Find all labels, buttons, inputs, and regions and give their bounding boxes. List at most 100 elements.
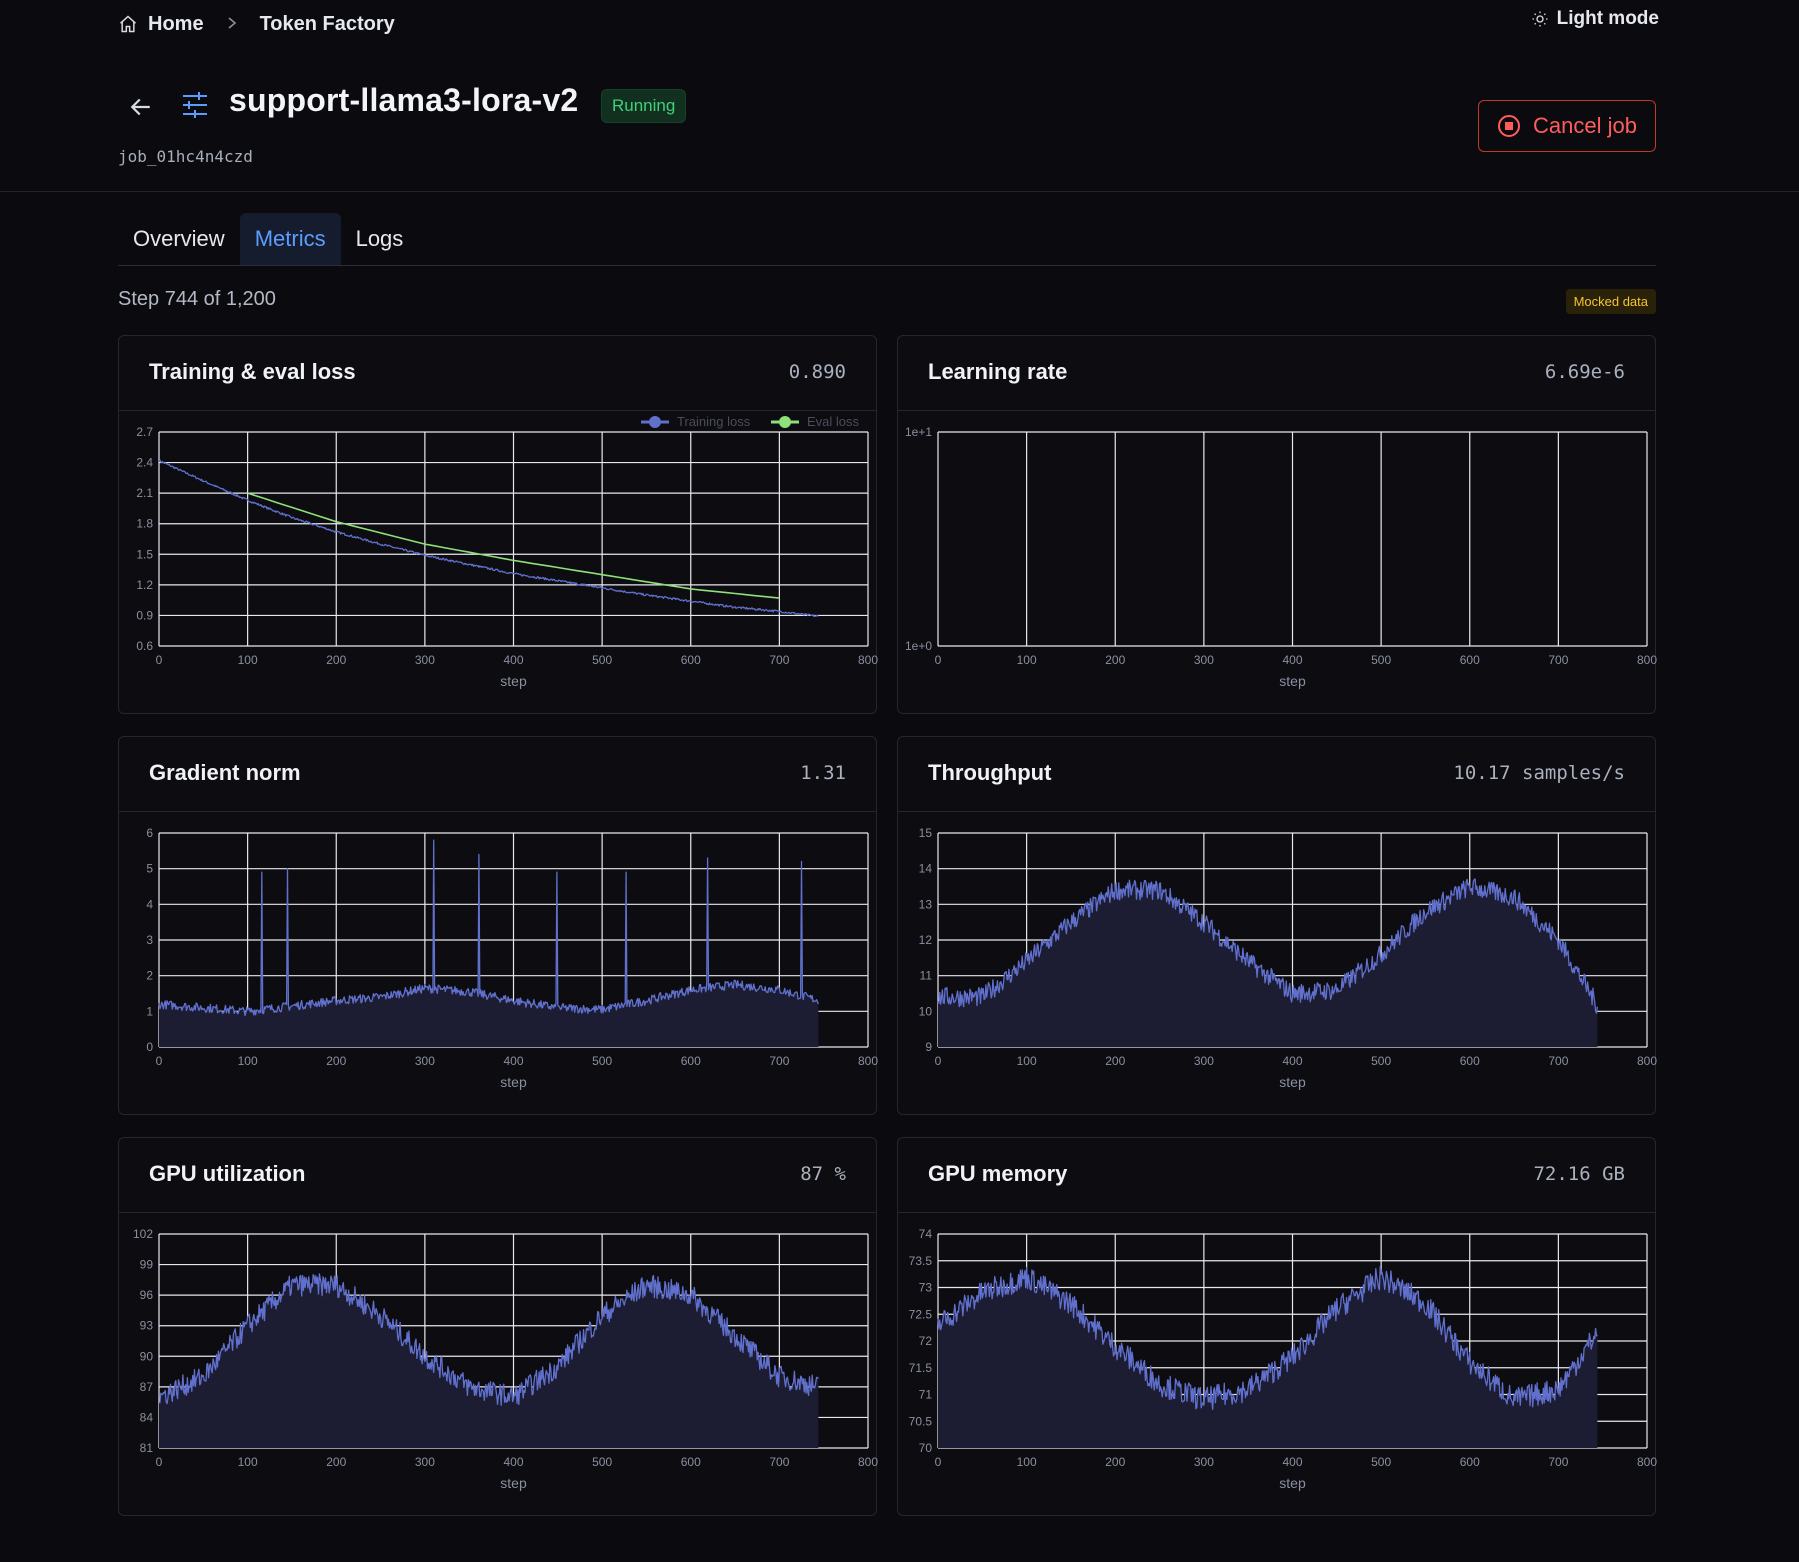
y-tick-label: 70 bbox=[919, 1441, 933, 1455]
x-tick-label: 200 bbox=[326, 1455, 346, 1469]
y-tick-label: 3 bbox=[146, 933, 153, 947]
x-tick-label: 800 bbox=[858, 1455, 878, 1469]
x-tick-label: 0 bbox=[935, 1455, 942, 1469]
x-tick-label: 600 bbox=[681, 1455, 701, 1469]
x-tick-label: 700 bbox=[1548, 1455, 1568, 1469]
y-tick-label: 70.5 bbox=[909, 1414, 933, 1428]
card-header: GPU memory 72.16 GB bbox=[898, 1138, 1655, 1213]
tab-overview[interactable]: Overview bbox=[133, 226, 225, 251]
card-value: 6.69e-6 bbox=[1544, 361, 1625, 383]
x-tick-label: 600 bbox=[1460, 653, 1480, 667]
x-tick-label: 400 bbox=[1282, 653, 1302, 667]
y-tick-label: 87 bbox=[140, 1380, 154, 1394]
y-tick-label: 73.5 bbox=[909, 1254, 933, 1268]
y-tick-label: 2 bbox=[146, 969, 153, 983]
x-tick-label: 700 bbox=[1548, 1054, 1568, 1068]
cancel-job-label: Cancel job bbox=[1533, 113, 1637, 138]
chart-card-gradient-norm: Gradient norm 1.31 0 100 200 300 400 500 600 70… bbox=[118, 736, 878, 1115]
legend-swatch-dot bbox=[649, 416, 661, 428]
x-tick-label: 700 bbox=[769, 1455, 789, 1469]
y-tick-label: 2.4 bbox=[136, 456, 153, 470]
card-value: 1.31 bbox=[800, 762, 846, 784]
theme-toggle-button[interactable]: Light mode bbox=[1531, 8, 1659, 30]
chart-card-throughput: Throughput 10.17 samples/s 0 100 200 300 400… bbox=[897, 736, 1657, 1115]
series-line bbox=[158, 839, 819, 1017]
legend-label: Eval loss bbox=[807, 414, 860, 429]
x-tick-label: 300 bbox=[1194, 1455, 1214, 1469]
series-line bbox=[158, 459, 819, 618]
y-tick-label: 5 bbox=[146, 862, 153, 876]
page-title: support-llama3-lora-v2 bbox=[229, 82, 579, 118]
x-tick-label: 500 bbox=[1371, 1054, 1391, 1068]
series-line bbox=[937, 1265, 1598, 1411]
breadcrumb-home[interactable]: Home bbox=[148, 12, 204, 35]
y-tick-label: 12 bbox=[919, 933, 933, 947]
x-tick-label: 800 bbox=[1637, 1054, 1657, 1068]
arrow-left-icon[interactable] bbox=[126, 92, 156, 122]
x-tick-label: 400 bbox=[1282, 1054, 1302, 1068]
job-id: job_01hc4n4czd bbox=[118, 147, 253, 166]
home-icon[interactable] bbox=[118, 14, 138, 34]
x-tick-label: 200 bbox=[1105, 1455, 1125, 1469]
y-tick-label: 13 bbox=[919, 897, 933, 911]
x-tick-label: 0 bbox=[156, 1054, 163, 1068]
card-title: GPU memory bbox=[928, 1161, 1068, 1186]
cancel-job-button[interactable]: Cancel job bbox=[1478, 100, 1656, 152]
y-tick-label: 81 bbox=[140, 1441, 154, 1455]
job-header: support-llama3-lora-v2 Running job_01hc4… bbox=[118, 82, 1656, 192]
x-axis-label: step bbox=[500, 673, 527, 689]
x-tick-label: 100 bbox=[238, 653, 258, 667]
x-tick-label: 800 bbox=[1637, 653, 1657, 667]
y-tick-label: 11 bbox=[920, 969, 933, 983]
y-tick-label: 96 bbox=[140, 1288, 154, 1302]
x-tick-label: 600 bbox=[1460, 1455, 1480, 1469]
x-tick-label: 100 bbox=[1017, 653, 1037, 667]
card-header: Gradient norm 1.31 bbox=[119, 737, 876, 812]
sliders-icon bbox=[180, 90, 210, 120]
x-tick-label: 800 bbox=[1637, 1455, 1657, 1469]
plot-area: 0 100 200 300 400 500 600 700 800 1e+0 1e+1 step bbox=[905, 425, 1657, 689]
plot-area: 0 100 200 300 400 500 600 700 800 0.6 0.9 1.2 1.5 1.8… bbox=[136, 425, 878, 689]
card-value: 72.16 GB bbox=[1533, 1163, 1625, 1185]
x-tick-label: 700 bbox=[769, 653, 789, 667]
gpu-memory-chart: 0 100 200 300 400 500 600 700 800 70 70.5 71 71.5 72 7… bbox=[909, 1227, 1657, 1491]
y-tick-label: 1.5 bbox=[136, 547, 153, 561]
series-area-fill bbox=[159, 840, 819, 1047]
card-header: Learning rate 6.69e-6 bbox=[898, 336, 1655, 411]
chart-card-gpu-memory: GPU memory 72.16 GB 0 100 200 300 400 500 600 7… bbox=[897, 1137, 1657, 1516]
legend-swatch-dot bbox=[779, 416, 791, 428]
y-tick-label: 14 bbox=[919, 862, 933, 876]
gradient-norm-chart: 0 100 200 300 400 500 600 700 800 0 1 2 3 4 5 6 step bbox=[146, 826, 878, 1090]
x-tick-label: 0 bbox=[156, 653, 163, 667]
x-tick-label: 600 bbox=[681, 1054, 701, 1068]
x-tick-label: 500 bbox=[592, 1455, 612, 1469]
x-tick-label: 100 bbox=[1017, 1054, 1037, 1068]
x-tick-label: 500 bbox=[592, 653, 612, 667]
theme-toggle-label: Light mode bbox=[1556, 8, 1659, 29]
x-tick-label: 600 bbox=[1460, 1054, 1480, 1068]
chevron-right-icon bbox=[226, 13, 238, 36]
stop-circle-icon bbox=[1497, 114, 1521, 138]
breadcrumb: Home Token Factory bbox=[118, 13, 395, 36]
x-axis-label: step bbox=[1279, 1074, 1306, 1090]
x-tick-label: 100 bbox=[1017, 1455, 1037, 1469]
card-title: Throughput bbox=[928, 760, 1052, 785]
y-tick-label: 0 bbox=[146, 1040, 153, 1054]
card-value: 0.890 bbox=[788, 361, 846, 383]
legend-label: Training loss bbox=[677, 414, 751, 429]
y-tick-label: 99 bbox=[140, 1258, 154, 1272]
x-axis-label: step bbox=[500, 1475, 527, 1491]
tab-logs[interactable]: Logs bbox=[355, 226, 404, 251]
y-tick-label: 0.6 bbox=[136, 639, 153, 653]
x-tick-label: 100 bbox=[238, 1054, 258, 1068]
x-tick-label: 0 bbox=[156, 1455, 163, 1469]
x-tick-label: 300 bbox=[1194, 653, 1214, 667]
series-area-fill bbox=[159, 1273, 819, 1448]
chart-card-learning-rate: Learning rate 6.69e-6 0 100 200 300 400 500 60… bbox=[897, 335, 1657, 714]
y-tick-label: 4 bbox=[146, 897, 153, 911]
tab-metrics[interactable]: Metrics bbox=[239, 213, 341, 265]
x-tick-label: 0 bbox=[935, 653, 942, 667]
plot-area: 0 100 200 300 400 500 600 700 800 9 10 11 12 13 14 15 st… bbox=[919, 826, 1657, 1090]
card-title: GPU utilization bbox=[149, 1161, 306, 1186]
step-progress: Step 744 of 1,200 bbox=[118, 288, 276, 310]
